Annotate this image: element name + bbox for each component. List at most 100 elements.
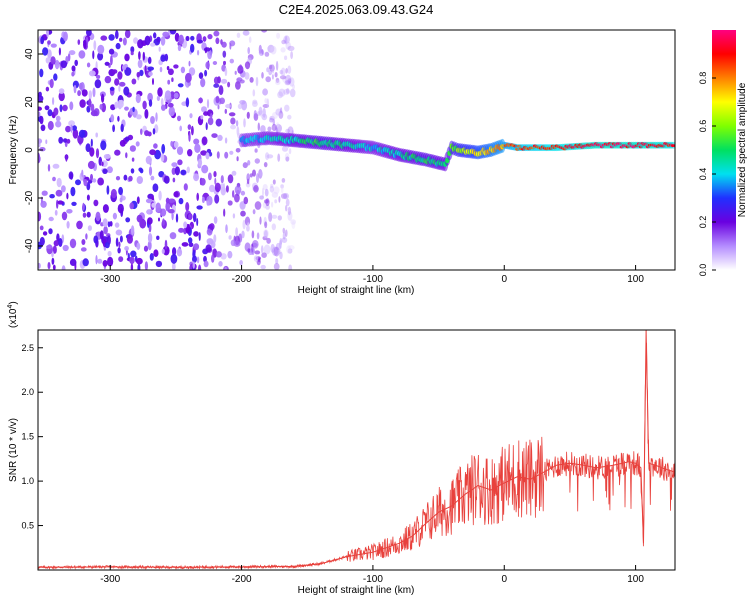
noise-blob — [71, 201, 77, 206]
noise-blob — [147, 56, 152, 64]
noise-blob — [221, 78, 228, 84]
noise-blob — [252, 89, 256, 97]
y-tick-label: -40 — [24, 238, 35, 253]
noise-blob — [52, 245, 57, 254]
noise-blob — [173, 191, 179, 198]
noise-blob — [38, 106, 42, 111]
noise-blob — [285, 88, 290, 94]
noise-blob — [69, 258, 77, 266]
noise-blob — [196, 39, 203, 44]
noise-blob — [236, 32, 241, 38]
noise-blob — [229, 43, 232, 50]
noise-blob — [39, 147, 46, 152]
noise-blob — [193, 231, 199, 237]
noise-blob — [284, 152, 290, 162]
noise-blob — [40, 124, 46, 132]
noise-blob — [52, 176, 56, 182]
noise-blob — [115, 30, 119, 40]
noise-blob — [221, 41, 227, 48]
noise-blob — [177, 83, 184, 88]
noise-blob — [274, 199, 278, 204]
noise-blob — [74, 59, 78, 67]
snr-y-ticks: 0.5 1.0 1.5 2.0 2.5 — [21, 343, 43, 531]
noise-blob — [170, 253, 178, 264]
noise-blob — [285, 41, 291, 50]
noise-blob — [161, 143, 166, 154]
noise-blob — [164, 90, 172, 100]
noise-blob — [135, 141, 140, 147]
noise-blob — [214, 194, 220, 204]
noise-blob — [227, 200, 233, 206]
noise-blob — [82, 212, 87, 218]
colorbar-tick-label: 0.8 — [698, 72, 708, 85]
noise-blob — [248, 36, 252, 43]
noise-blob — [119, 235, 123, 243]
noise-blob — [87, 160, 95, 170]
noise-blob — [269, 185, 275, 193]
noise-blob — [153, 32, 157, 39]
noise-blob — [254, 158, 260, 164]
snr-y-label: SNR (10 * v/v) — [8, 418, 19, 482]
noise-blob — [201, 106, 207, 113]
noise-blob — [124, 246, 129, 251]
noise-blob — [130, 250, 137, 258]
noise-blob — [57, 200, 64, 205]
noise-blob — [163, 175, 170, 184]
noise-blob — [156, 36, 161, 43]
noise-blob — [97, 258, 103, 264]
snr-frame — [37, 329, 676, 571]
noise-blob — [202, 36, 207, 42]
noise-blob — [193, 243, 200, 251]
noise-blob — [224, 137, 228, 144]
noise-blob — [235, 148, 241, 153]
noise-blob — [275, 60, 279, 71]
y-tick-label: 1.0 — [21, 476, 34, 486]
noise-blob — [144, 65, 147, 75]
noise-blob — [280, 184, 284, 189]
noise-blob — [86, 30, 92, 37]
noise-blob — [153, 249, 159, 257]
colorbar-label: Normalized spectral amplitude — [737, 82, 748, 217]
noise-blob — [76, 220, 83, 230]
noise-blob — [285, 205, 288, 212]
noise-blob — [287, 78, 292, 84]
noise-blob — [152, 183, 159, 192]
noise-blob — [172, 247, 177, 256]
noise-blob — [257, 257, 261, 263]
noise-blob — [289, 88, 296, 98]
noise-blob — [185, 97, 190, 108]
noise-blob — [167, 102, 174, 108]
noise-blob — [287, 248, 293, 254]
snr-y-multiplier: (x104) — [7, 301, 19, 328]
noise-blob — [210, 241, 216, 249]
noise-blob — [256, 232, 260, 240]
noise-blob — [52, 97, 55, 106]
noise-blob — [72, 129, 79, 139]
noise-blob — [55, 189, 63, 197]
noise-blob — [265, 204, 270, 210]
noise-blob — [205, 122, 208, 131]
noise-blob — [173, 92, 179, 99]
noise-blob — [71, 65, 76, 72]
noise-blob — [275, 108, 282, 116]
noise-blob — [288, 264, 293, 270]
noise-blob — [86, 211, 91, 218]
noise-blob — [200, 115, 204, 120]
noise-blob — [243, 118, 246, 128]
noise-blob — [97, 177, 104, 186]
noise-blob — [287, 206, 292, 216]
noise-blob — [147, 240, 152, 251]
noise-blob — [62, 104, 68, 112]
noise-blob — [230, 239, 236, 247]
noise-blob — [155, 202, 161, 213]
noise-blob — [159, 66, 163, 73]
noise-blob — [212, 61, 218, 65]
noise-blob — [147, 233, 153, 243]
noise-blob — [264, 51, 270, 57]
noise-blob — [77, 90, 81, 97]
noise-blob — [245, 181, 251, 188]
noise-blob — [240, 190, 246, 196]
noise-blob — [261, 113, 268, 121]
noise-blob — [247, 248, 251, 253]
noise-blob — [115, 229, 123, 236]
